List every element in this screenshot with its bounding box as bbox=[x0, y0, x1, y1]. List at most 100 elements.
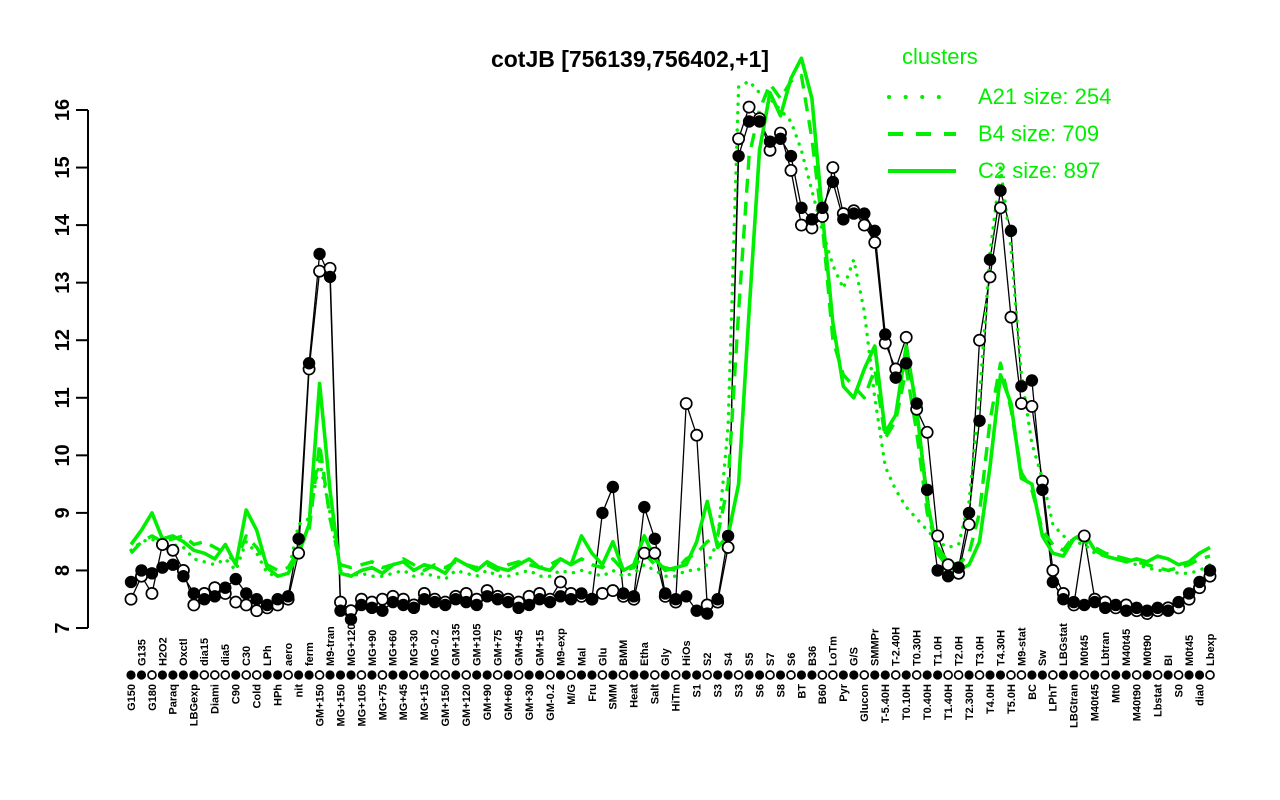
y-axis: 7 8 9 10 11 12 13 14 15 16 bbox=[52, 99, 89, 634]
data-point-open bbox=[239, 598, 253, 612]
data-point-open bbox=[857, 218, 871, 232]
data-point-open bbox=[732, 132, 746, 146]
y-tick-label: 11 bbox=[52, 387, 74, 408]
strip-marker-filled bbox=[325, 670, 335, 680]
data-point-open bbox=[920, 425, 934, 439]
probe-markers bbox=[124, 100, 1217, 626]
data-point-filled bbox=[166, 558, 180, 571]
strip-marker-filled bbox=[576, 670, 587, 680]
strip-marker-open bbox=[597, 670, 608, 680]
data-point-filled bbox=[910, 397, 923, 410]
x-condition-label: S5 bbox=[744, 653, 756, 666]
data-point-filled bbox=[952, 561, 965, 574]
data-point-filled bbox=[1130, 601, 1143, 615]
x-condition-label: nit bbox=[293, 684, 305, 698]
x-condition-label: T0.40H bbox=[922, 684, 934, 720]
chart-title: cotJB [756139,756402,+1] bbox=[490, 46, 770, 72]
data-point-filled bbox=[355, 598, 368, 612]
dotted-line-sample-icon bbox=[887, 94, 957, 99]
data-point-filled bbox=[302, 357, 316, 370]
x-condition-label: Lbstat bbox=[1152, 684, 1164, 717]
strip-marker-filled bbox=[1111, 670, 1121, 680]
strip-marker-filled bbox=[807, 670, 817, 680]
data-point-filled bbox=[721, 529, 735, 543]
data-point-filled bbox=[659, 587, 672, 600]
strip-marker-filled bbox=[838, 670, 848, 680]
strip-marker-filled bbox=[273, 670, 283, 680]
x-condition-label: G180 bbox=[147, 684, 159, 711]
data-point-filled bbox=[837, 213, 850, 226]
strip-marker-filled bbox=[754, 670, 765, 680]
series-line-A21 bbox=[129, 79, 1212, 581]
x-condition-label: S6 bbox=[786, 653, 798, 666]
data-point-open bbox=[899, 330, 913, 344]
strip-marker-open bbox=[786, 670, 796, 680]
x-condition-label: T4.0H bbox=[985, 684, 997, 714]
data-point-filled bbox=[596, 506, 609, 520]
x-condition-label: GM+105 bbox=[472, 624, 484, 667]
data-point-filled bbox=[847, 207, 861, 220]
data-point-filled bbox=[501, 595, 515, 609]
x-condition-label: GM+150 bbox=[440, 684, 452, 727]
x-condition-label: M40t45 bbox=[1121, 629, 1133, 666]
strip-marker-open bbox=[147, 670, 157, 680]
x-condition-label: GM+75 bbox=[493, 630, 505, 666]
data-point-filled bbox=[376, 604, 389, 617]
strip-marker-open bbox=[220, 670, 231, 680]
x-condition-label: S7 bbox=[765, 653, 777, 666]
x-condition-label: MG+75 bbox=[377, 684, 389, 720]
x-condition-label: HiOs bbox=[681, 640, 693, 666]
data-point-open bbox=[375, 592, 389, 606]
data-point-filled bbox=[1025, 374, 1039, 387]
strip-marker-open bbox=[251, 670, 262, 680]
data-point-filled bbox=[680, 590, 693, 603]
x-condition-label: Mt0 bbox=[1111, 684, 1123, 703]
strip-marker-open bbox=[1006, 670, 1016, 680]
x-condition-label: ferm bbox=[304, 642, 316, 666]
strip-marker-filled bbox=[346, 670, 356, 680]
x-condition-label: LPhT bbox=[1048, 684, 1060, 712]
x-condition-label: T0.10H bbox=[901, 684, 913, 720]
y-tick-label: 13 bbox=[52, 272, 74, 294]
data-point-filled bbox=[1151, 601, 1164, 615]
x-condition-label: dia0 bbox=[1194, 684, 1206, 706]
solid-line-sample-icon bbox=[888, 168, 956, 173]
x-condition-label: Glu bbox=[597, 648, 609, 666]
x-condition-label: BMM bbox=[618, 640, 630, 666]
strip-marker-filled bbox=[335, 670, 346, 680]
x-condition-label: G135 bbox=[136, 639, 148, 666]
strip-marker-open bbox=[765, 670, 775, 680]
data-point-filled bbox=[763, 135, 777, 148]
x-condition-label: MG+60 bbox=[388, 630, 400, 666]
x-condition-label: S0 bbox=[1173, 684, 1185, 697]
x-condition-label: LBGstat bbox=[1058, 623, 1070, 666]
data-point-open bbox=[554, 575, 567, 589]
strip-marker-filled bbox=[503, 670, 513, 680]
y-tick-label: 16 bbox=[52, 99, 74, 121]
strip-marker-filled bbox=[189, 670, 199, 680]
x-condition-label: MG+15 bbox=[419, 684, 431, 720]
x-condition-label: MG+105 bbox=[356, 684, 368, 727]
data-point-filled bbox=[690, 604, 703, 617]
x-condition-label: GM+135 bbox=[451, 624, 463, 667]
data-point-filled bbox=[826, 175, 840, 189]
strip-marker-open bbox=[1173, 670, 1184, 680]
data-point-filled bbox=[156, 561, 169, 574]
strip-marker-filled bbox=[482, 670, 492, 680]
data-point-filled bbox=[145, 567, 159, 580]
strip-marker-open bbox=[702, 670, 713, 680]
strip-marker-open bbox=[1048, 670, 1058, 680]
x-condition-label: S4 bbox=[723, 652, 735, 666]
strip-marker-filled bbox=[262, 670, 272, 680]
legend-label-c2: C2 size: 897 bbox=[978, 157, 1101, 183]
data-point-filled bbox=[1088, 595, 1101, 609]
x-condition-label: M9-tran bbox=[325, 626, 337, 666]
x-condition-label: G150 bbox=[126, 684, 138, 711]
strip-marker-open bbox=[974, 670, 985, 680]
data-point-filled bbox=[428, 595, 441, 609]
data-point-filled bbox=[397, 598, 410, 612]
x-condition-label: Fru bbox=[587, 684, 599, 702]
data-point-open bbox=[794, 218, 808, 232]
strip-marker-filled bbox=[178, 670, 188, 680]
data-point-filled bbox=[229, 572, 242, 586]
